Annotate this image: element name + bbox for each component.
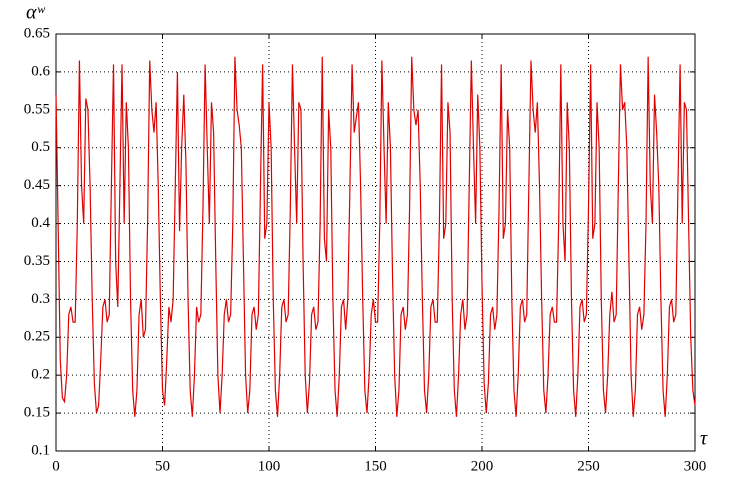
y-tick-label: 0.1 (31, 442, 50, 458)
y-tick-label: 0.55 (24, 101, 50, 117)
x-tick-label: 100 (258, 458, 281, 474)
x-tick-label: 50 (155, 458, 170, 474)
x-tick-label: 150 (364, 458, 387, 474)
y-tick-label: 0.25 (24, 329, 50, 345)
x-tick-label: 0 (52, 458, 60, 474)
y-tick-label: 0.15 (24, 405, 50, 421)
y-tick-label: 0.45 (24, 177, 50, 193)
plot-frame (55, 33, 696, 452)
x-tick-label: 300 (684, 458, 707, 474)
x-tick-label: 200 (471, 458, 494, 474)
y-tick-label: 0.35 (24, 253, 50, 269)
y-tick-label: 0.4 (31, 215, 50, 231)
y-tick-label: 0.5 (31, 139, 50, 155)
x-tick-label: 250 (577, 458, 600, 474)
y-tick-label: 0.65 (24, 25, 50, 41)
y-tick-label: 0.3 (31, 291, 50, 307)
y-tick-label: 0.6 (31, 63, 50, 79)
y-tick-label: 0.2 (31, 367, 50, 383)
x-axis-label: τ (700, 428, 708, 450)
data-line (55, 56, 696, 417)
y-axis-label: αʷ (26, 2, 45, 24)
